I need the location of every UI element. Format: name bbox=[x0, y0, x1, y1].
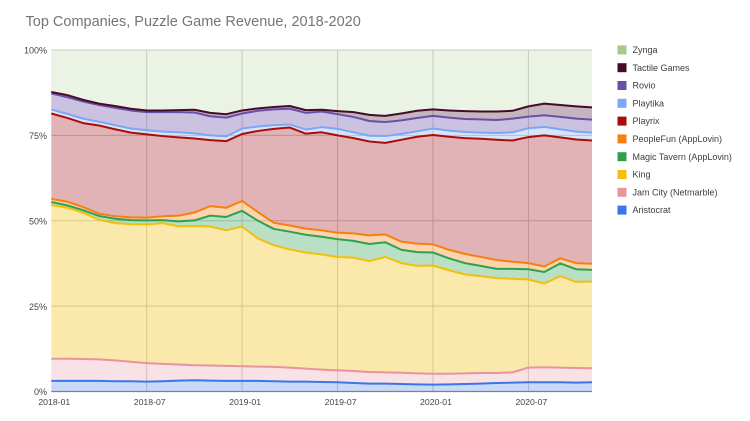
svg-text:Playrix: Playrix bbox=[633, 116, 661, 126]
svg-text:Zynga: Zynga bbox=[633, 45, 658, 55]
svg-text:2020-07: 2020-07 bbox=[515, 397, 547, 407]
svg-text:Tactile Games: Tactile Games bbox=[633, 63, 691, 73]
svg-text:Top Companies, Puzzle Game Rev: Top Companies, Puzzle Game Revenue, 2018… bbox=[26, 14, 361, 30]
svg-text:2019-01: 2019-01 bbox=[229, 397, 261, 407]
svg-text:100%: 100% bbox=[24, 46, 47, 56]
svg-text:Playtika: Playtika bbox=[633, 98, 665, 108]
svg-text:2018-07: 2018-07 bbox=[134, 397, 166, 407]
svg-text:50%: 50% bbox=[29, 216, 47, 226]
svg-text:0%: 0% bbox=[34, 387, 47, 397]
svg-text:Rovio: Rovio bbox=[633, 81, 656, 91]
svg-text:King: King bbox=[633, 170, 651, 180]
svg-text:Aristocrat: Aristocrat bbox=[633, 205, 672, 215]
svg-text:25%: 25% bbox=[29, 302, 47, 312]
svg-text:2018-01: 2018-01 bbox=[38, 397, 70, 407]
svg-text:Magic Tavern (AppLovin): Magic Tavern (AppLovin) bbox=[633, 152, 732, 162]
svg-text:Jam City (Netmarble): Jam City (Netmarble) bbox=[633, 187, 718, 197]
svg-text:2019-07: 2019-07 bbox=[325, 397, 357, 407]
svg-text:PeopleFun (AppLovin): PeopleFun (AppLovin) bbox=[633, 134, 723, 144]
svg-text:75%: 75% bbox=[29, 131, 47, 141]
svg-text:2020-01: 2020-01 bbox=[420, 397, 452, 407]
